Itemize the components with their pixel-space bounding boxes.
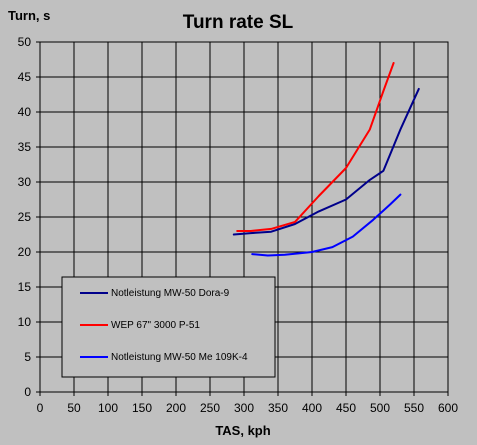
x-axis-title: TAS, kph (215, 423, 270, 438)
y-tick-label: 15 (18, 280, 32, 294)
y-tick-label: 45 (18, 70, 32, 84)
x-tick-label: 500 (370, 401, 390, 415)
legend-label-p-51: WEP 67" 3000 P-51 (111, 320, 200, 331)
legend-box (61, 276, 276, 378)
y-tick-label: 10 (18, 315, 32, 329)
legend-label-109k-4: Notleistung MW-50 Me 109K-4 (111, 352, 248, 363)
y-tick-label: 35 (18, 140, 32, 154)
x-tick-label: 550 (404, 401, 424, 415)
x-tick-label: 600 (438, 401, 458, 415)
tick-labels: 0 50 100 150 200 250 300 350 400 450 500 550 600 0 5 10… (18, 35, 459, 415)
series-109k-4 (251, 193, 402, 257)
x-tick-label: 350 (268, 401, 288, 415)
series-dora-9 (232, 87, 420, 236)
x-tick-label: 0 (37, 401, 44, 415)
chart-title: Turn rate SL (183, 12, 294, 33)
legend: Notleistung MW-50 Dora-9 WEP 67" 3000 P-… (61, 276, 276, 378)
y-tick-label: 50 (18, 35, 32, 49)
y-tick-label: 25 (18, 210, 32, 224)
series-p-51 (236, 62, 395, 232)
x-tick-label: 450 (336, 401, 356, 415)
x-tick-label: 150 (132, 401, 152, 415)
series-layer (232, 62, 420, 257)
x-tick-label: 400 (302, 401, 322, 415)
x-tick-label: 200 (166, 401, 186, 415)
x-tick-label: 100 (98, 401, 118, 415)
y-tick-label: 5 (24, 350, 31, 364)
y-tick-label: 0 (24, 385, 31, 399)
x-tick-label: 50 (67, 401, 81, 415)
y-tick-label: 20 (18, 245, 32, 259)
y-tick-label: 30 (18, 175, 32, 189)
y-tick-label: 40 (18, 105, 32, 119)
legend-label-dora-9: Notleistung MW-50 Dora-9 (111, 288, 230, 299)
x-tick-label: 300 (234, 401, 254, 415)
x-tick-label: 250 (200, 401, 220, 415)
y-axis-title: Turn, s (8, 8, 50, 23)
